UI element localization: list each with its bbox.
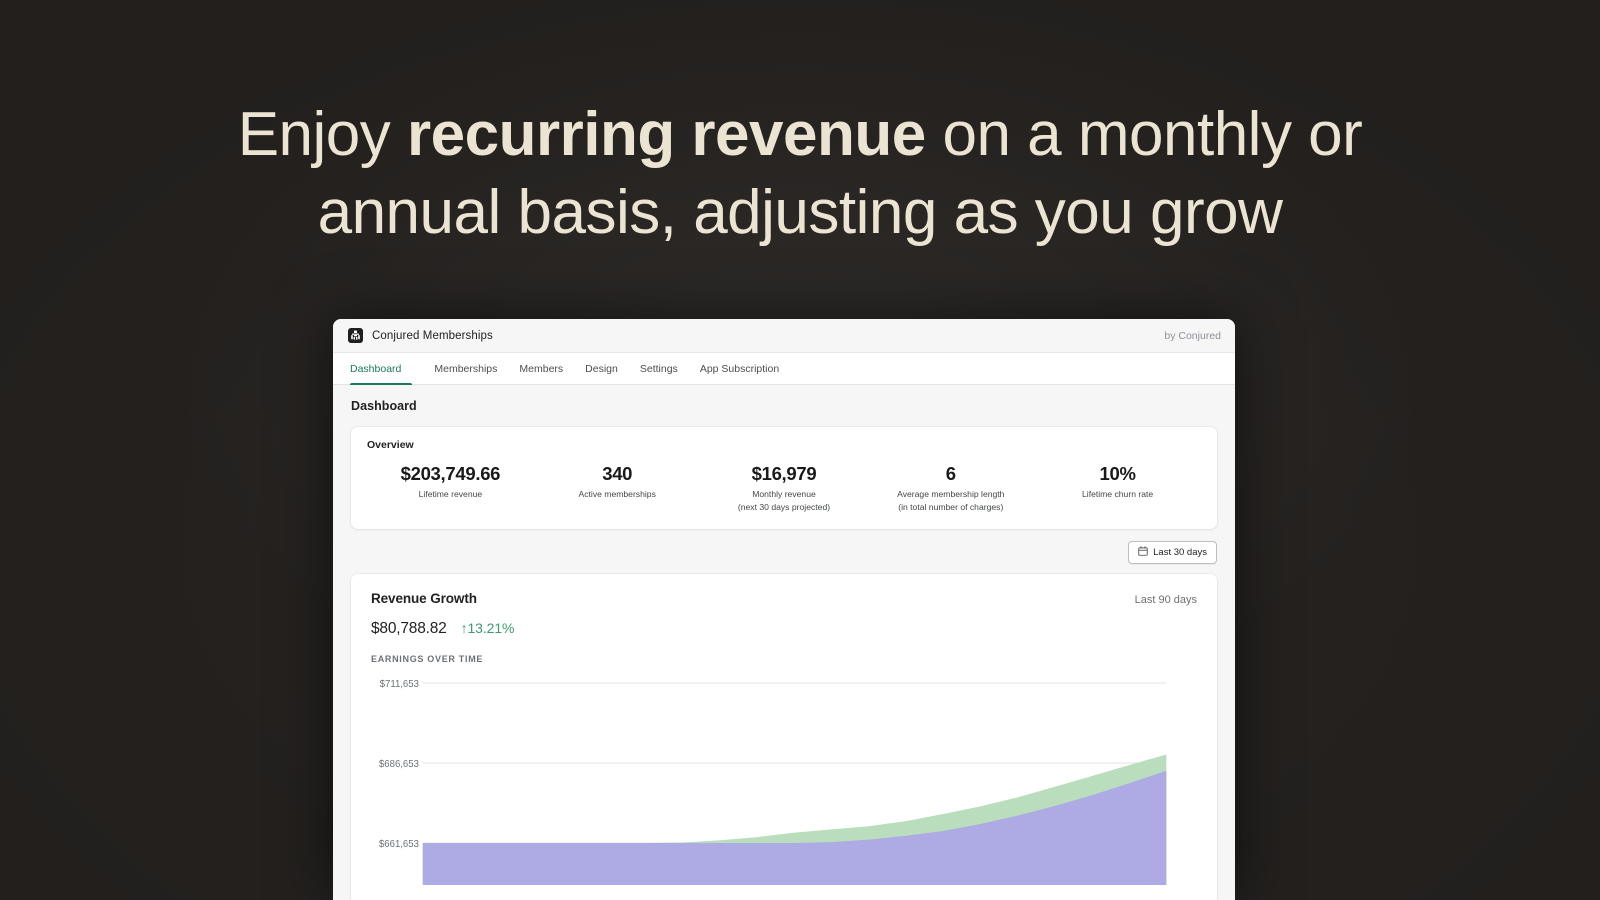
app-window: Conjured Memberships by Conjured Dashboa… <box>333 319 1235 900</box>
stat-label-main: Lifetime revenue <box>418 489 483 500</box>
tab-memberships-label: Memberships <box>434 362 498 375</box>
stat-label: Active memberships <box>538 488 697 500</box>
svg-text:$661,653: $661,653 <box>379 839 419 850</box>
stat-label-main: Lifetime churn rate <box>1082 489 1154 500</box>
overview-stats-row: $203,749.66 Lifetime revenue 340 Active … <box>367 463 1201 513</box>
revenue-card-header: Revenue Growth Last 90 days <box>371 591 1197 606</box>
overview-card-label: Overview <box>367 439 414 451</box>
stat-label-main: Average membership length <box>897 489 1005 500</box>
headline-line-2: annual basis, adjusting as you grow <box>317 178 1283 247</box>
headline-bold: recurring revenue <box>407 100 926 169</box>
stat-lifetime-revenue: $203,749.66 Lifetime revenue <box>367 463 534 501</box>
stat-label: Monthly revenue (next 30 days projected) <box>705 488 864 513</box>
stat-value: 340 <box>602 463 633 484</box>
stat-value: 6 <box>945 463 956 484</box>
headline-suffix: on a monthly or <box>925 100 1363 169</box>
chart-area-lower <box>422 770 1167 886</box>
daterange-row: Last 30 days <box>351 541 1217 565</box>
main-tabbar: Dashboard Memberships Members Design Set… <box>333 353 1235 385</box>
earnings-chart: $711,653 $686,653 $661,653 <box>371 675 1197 886</box>
revenue-amount: $80,788.82 <box>371 620 447 638</box>
tab-members-label: Members <box>519 362 564 375</box>
page-title: Dashboard <box>351 399 417 413</box>
window-brand: Conjured Memberships <box>348 328 493 343</box>
revenue-card-range: Last 90 days <box>1134 594 1197 607</box>
revenue-delta: ↑13.21% <box>460 620 515 637</box>
marketing-headline: Enjoy recurring revenue on a monthly or … <box>0 104 1600 244</box>
tab-memberships[interactable]: Memberships <box>423 353 508 384</box>
tab-dashboard-label: Dashboard <box>350 362 402 375</box>
overview-card: Overview $203,749.66 Lifetime revenue 34… <box>351 427 1217 530</box>
revenue-growth-card: Revenue Growth Last 90 days $80,788.82 ↑… <box>351 574 1217 900</box>
window-byline: by Conjured <box>1164 329 1221 342</box>
stat-label-sub: (in total number of charges) <box>898 501 1004 512</box>
app-logo-icon <box>348 328 363 343</box>
calendar-icon <box>1138 546 1148 559</box>
revenue-chart-sublabel: EARNINGS OVER TIME <box>371 654 484 665</box>
earnings-chart-svg: $711,653 $686,653 $661,653 <box>379 679 1167 886</box>
tab-app-subscription-label: App Subscription <box>699 362 780 375</box>
tab-app-subscription[interactable]: App Subscription <box>689 353 790 384</box>
stat-value: $203,749.66 <box>400 463 501 484</box>
stat-label: Lifetime churn rate <box>1038 488 1197 500</box>
date-range-button[interactable]: Last 30 days <box>1128 541 1217 565</box>
tab-settings[interactable]: Settings <box>629 353 689 384</box>
stat-label-main: Monthly revenue <box>752 489 816 500</box>
tab-dashboard[interactable]: Dashboard <box>350 353 413 385</box>
stat-label: Lifetime revenue <box>371 488 530 500</box>
stat-average-membership-length: 6 Average membership length (in total nu… <box>867 463 1034 513</box>
stat-label: Average membership length (in total numb… <box>871 488 1030 513</box>
stat-monthly-revenue: $16,979 Monthly revenue (next 30 days pr… <box>701 463 868 513</box>
window-title: Conjured Memberships <box>372 329 493 342</box>
revenue-card-title: Revenue Growth <box>371 591 477 607</box>
stat-lifetime-churn-rate: 10% Lifetime churn rate <box>1034 463 1201 501</box>
stat-active-memberships: 340 Active memberships <box>534 463 701 501</box>
headline-prefix: Enjoy <box>237 100 408 169</box>
chart-ytick-labels: $711,653 $686,653 $661,653 <box>379 679 419 850</box>
tab-members[interactable]: Members <box>508 353 574 384</box>
dashboard-page: Dashboard Overview $203,749.66 Lifetime … <box>333 385 1235 900</box>
svg-text:$711,653: $711,653 <box>380 679 420 690</box>
stat-label-sub: (next 30 days projected) <box>737 501 831 512</box>
window-topbar: Conjured Memberships by Conjured <box>333 319 1235 353</box>
revenue-figures: $80,788.82 ↑13.21% <box>371 620 1197 638</box>
tab-settings-label: Settings <box>639 362 678 375</box>
svg-text:$686,653: $686,653 <box>379 759 419 770</box>
date-range-label: Last 30 days <box>1153 547 1207 559</box>
stat-value: 10% <box>1099 463 1136 484</box>
headline-line-1: Enjoy recurring revenue on a monthly or <box>130 104 1470 166</box>
stat-label-main: Active memberships <box>578 489 656 500</box>
tab-design-label: Design <box>585 362 618 375</box>
tab-design[interactable]: Design <box>574 353 629 384</box>
stat-value: $16,979 <box>751 463 817 484</box>
